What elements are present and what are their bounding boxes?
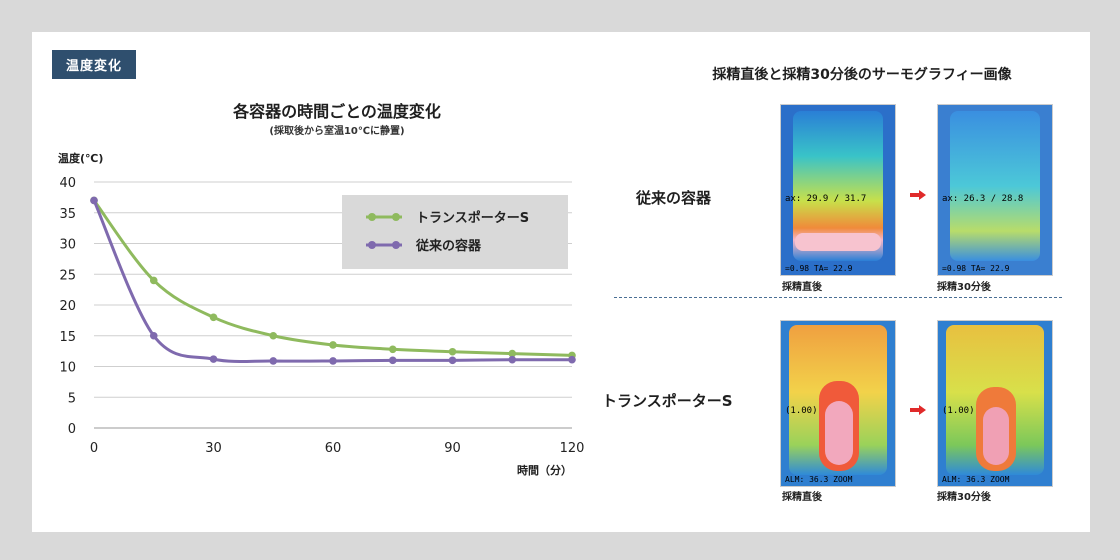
data-point	[329, 341, 337, 349]
data-point	[388, 356, 397, 365]
thermo-conventional-after: ax: 26.3 / 28.8 =0.98 TA= 22.9	[937, 104, 1053, 276]
temperature-chart: 0 5 10 15 20 25 30 35 40 0 30 60 90 120 温度(℃) 時間（分） トランス…	[58, 151, 585, 477]
y-tick-label: 20	[59, 299, 76, 314]
x-tick-label: 30	[205, 441, 222, 456]
legend-box	[342, 195, 568, 269]
y-tick-label: 15	[59, 330, 76, 345]
data-point	[568, 355, 576, 364]
arrow-icon	[910, 185, 926, 200]
footer-text: ALM: 36.3 ZOOM	[942, 475, 1010, 484]
data-point	[269, 331, 278, 340]
arrow-icon	[910, 400, 926, 415]
footer-text: ALM: 36.3 ZOOM	[785, 475, 853, 484]
legend-marker	[368, 241, 376, 249]
legend-marker	[392, 241, 400, 249]
section-badge: 温度変化	[52, 50, 137, 79]
y-tick-label: 10	[59, 361, 76, 376]
data-point	[269, 357, 278, 365]
x-tick-label: 60	[325, 441, 342, 456]
chart-subtitle: (採取後から室温10℃に静置)	[269, 126, 405, 137]
chart-title: 各容器の時間ごとの温度変化	[233, 102, 441, 121]
data-point	[448, 347, 457, 356]
data-point	[388, 345, 397, 354]
legend-label: トランスポーターS	[416, 210, 529, 226]
data-point	[448, 356, 457, 365]
overlay-text: ax: 29.9 / 31.7	[785, 194, 866, 204]
data-point	[508, 355, 517, 364]
legend-marker	[368, 213, 376, 221]
data-point	[329, 357, 337, 365]
overlay-text: (1.00)	[785, 406, 818, 416]
thermo-conventional-before: ax: 29.9 / 31.7 =0.98 TA= 22.9	[780, 104, 896, 276]
footer-text: =0.98 TA= 22.9	[785, 264, 853, 273]
row-label-conventional: 従来の容器	[636, 189, 712, 207]
data-point	[149, 276, 158, 285]
y-tick-label: 40	[59, 176, 76, 191]
y-tick-label: 35	[59, 207, 76, 222]
y-axis-label: 温度(℃)	[58, 151, 103, 165]
footer-text: =0.98 TA= 22.9	[942, 264, 1010, 273]
overlay-text: ax: 26.3 / 28.8	[942, 194, 1023, 204]
caption-transporter-after: 採精30分後	[937, 492, 991, 503]
caption-transporter-before: 採精直後	[782, 492, 822, 503]
caption-conventional-before: 採精直後	[782, 282, 822, 293]
data-point	[149, 331, 158, 340]
thermo-transporter-after: (1.00) ALM: 36.3 ZOOM	[937, 320, 1053, 487]
thermography-title: 採精直後と採精30分後のサーモグラフィー画像	[712, 67, 1012, 83]
legend-label: 従来の容器	[415, 238, 482, 254]
data-point	[209, 313, 218, 322]
x-tick-label: 90	[444, 441, 461, 456]
y-tick-label: 5	[68, 391, 76, 406]
data-point	[209, 355, 218, 363]
x-tick-label: 0	[90, 441, 98, 456]
row-divider	[614, 297, 1062, 298]
y-tick-label: 0	[68, 422, 76, 437]
row-label-transporter: トランスポーターS	[602, 392, 733, 410]
overlay-text: (1.00)	[942, 406, 975, 416]
thermo-transporter-before: (1.00) ALM: 36.3 ZOOM	[780, 320, 896, 487]
x-axis-label: 時間（分）	[517, 463, 572, 477]
caption-conventional-after: 採精30分後	[937, 282, 991, 293]
y-tick-label: 25	[59, 268, 76, 283]
x-tick-label: 120	[560, 441, 585, 456]
data-point	[90, 196, 98, 205]
data-point	[508, 349, 517, 358]
content-panel: 温度変化 0 5 10 15 20 25 30 35 40 0 30 60 90 120 温度(℃) 時間（分…	[32, 32, 1090, 532]
y-tick-label: 30	[59, 238, 76, 253]
legend-marker	[392, 213, 400, 221]
